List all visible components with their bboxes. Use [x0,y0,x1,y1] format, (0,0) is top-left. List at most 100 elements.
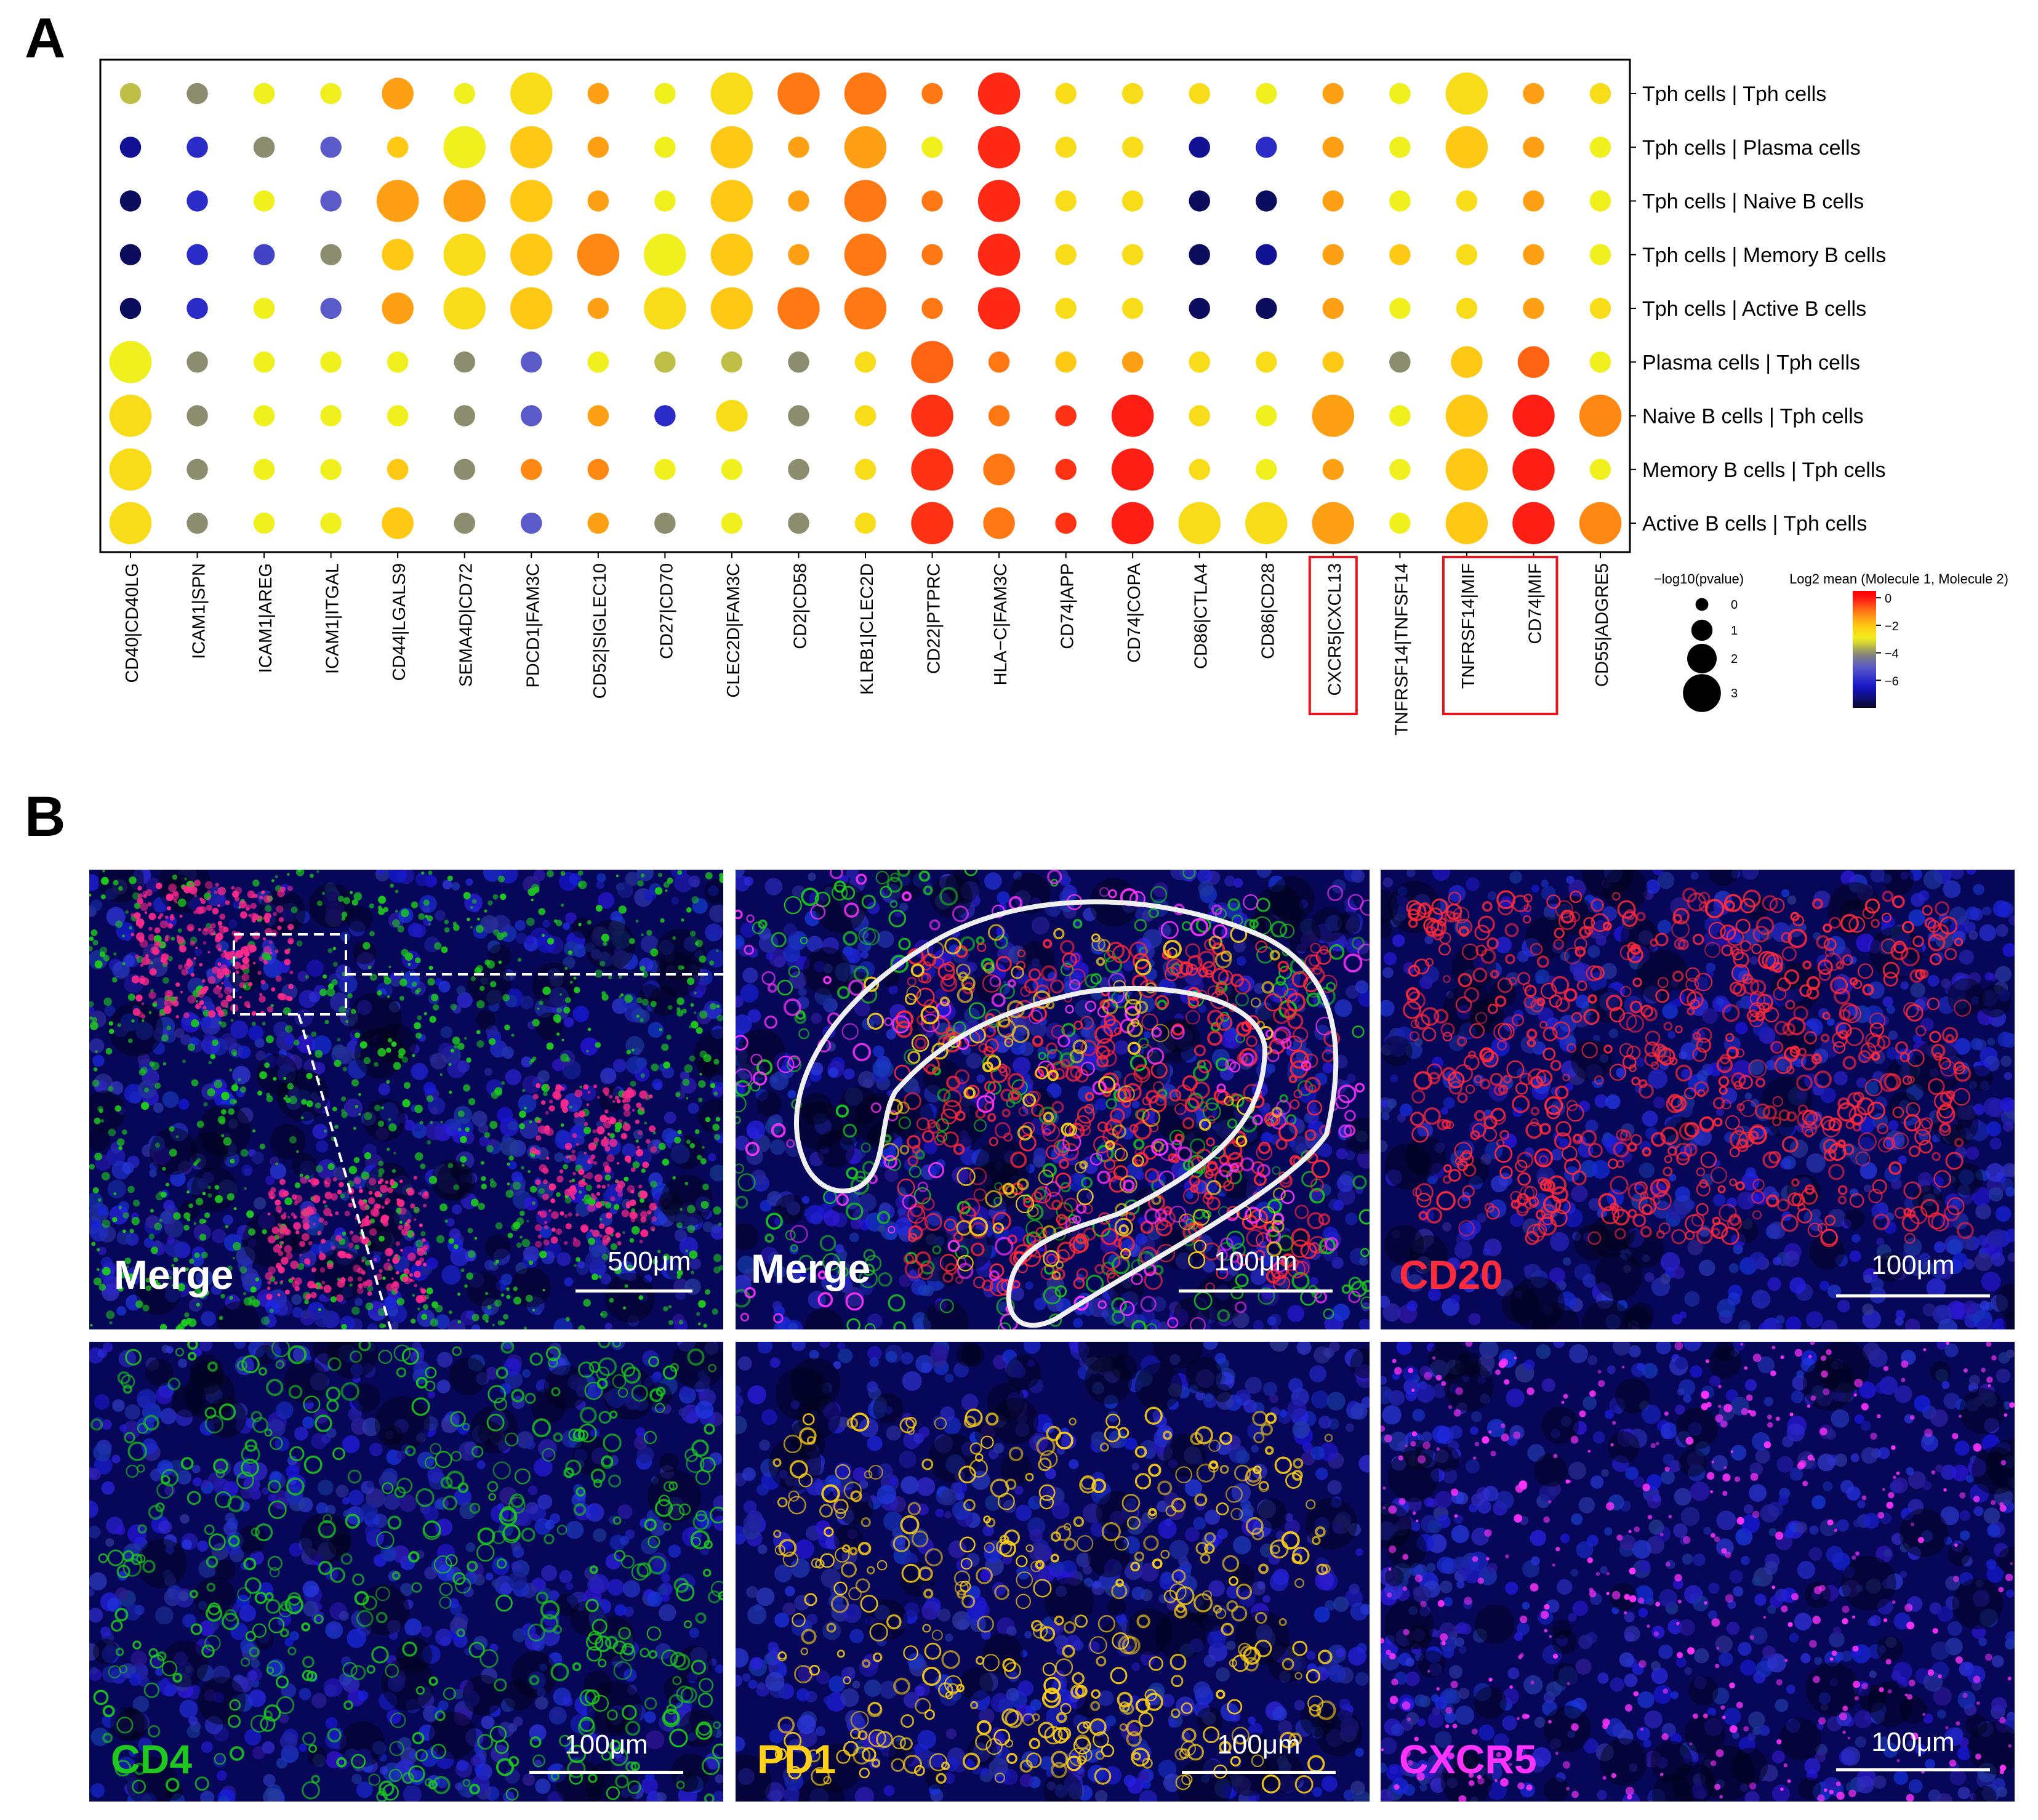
dot-mark [1256,137,1277,158]
color-legend-tick: −4 [1885,647,1899,661]
row-label: Tph cells | Memory B cells [1642,244,1886,267]
pd1-label: PD1 [757,1736,836,1782]
column-label: PDCD1|FAM3C [523,563,543,688]
dot-mark [387,351,409,373]
merge-overview-label: Merge [114,1252,234,1297]
dot-mark [654,512,676,534]
cxcr5-scale-text: 100μm [1871,1727,1955,1757]
dot-mark [1312,502,1355,545]
size-legend-dot [1691,619,1713,641]
dot-mark [587,351,609,373]
dot-mark [777,287,820,330]
dot-mark [1121,82,1144,105]
color-legend-tick: 0 [1885,592,1892,606]
micrograph-merge-zoom: Merge 100μm [736,870,1370,1329]
dot-mark [109,341,152,383]
dot-mark [1389,351,1411,373]
dot-mark [654,405,676,427]
micrograph-merge-overview: Merge 500μm [89,870,723,1329]
dot-mark [921,82,943,105]
column-label: CD86|CD28 [1258,563,1278,659]
dot-mark [1389,190,1411,212]
dot-mark [1589,82,1611,105]
color-bar [1853,591,1876,708]
dot-mark [1389,405,1411,427]
dot-mark [454,405,475,427]
dot-mark [710,287,753,330]
size-legend-label: 0 [1731,598,1738,612]
column-label: CXCR5|CXCL13 [1325,563,1345,696]
column-label: CD40|CD40LG [122,563,142,683]
dot-mark [253,297,275,319]
dot-mark [187,244,208,265]
dot-mark [521,351,542,373]
dot-mark [320,137,342,158]
dot-mark [320,244,342,265]
dot-mark [587,137,609,158]
dot-mark [1121,244,1144,265]
dot-mark [510,126,553,169]
dot-mark [911,341,953,383]
dot-mark [587,459,609,480]
cd4-label: CD4 [111,1736,193,1782]
row-label: Naive B cells | Tph cells [1642,405,1864,428]
dot-mark [777,72,820,115]
dot-mark [1512,395,1555,437]
micrograph-cd20: CD20 100μm [1381,870,2015,1329]
cxcr5-image [1381,1342,2015,1802]
dot-mark [387,405,409,427]
dot-mark [1512,448,1555,491]
column-label: CD74|APP [1058,563,1078,649]
dot-mark [988,351,1010,373]
dot-mark [1322,137,1344,158]
dot-mark [1178,502,1221,545]
column-label: CD27|CD70 [657,563,676,659]
dot-mark [320,459,342,480]
column-label: ICAM1|SPN [190,563,209,659]
size-legend-title: −log10(pvalue) [1654,571,1744,587]
dot-mark [788,190,809,212]
dot-mark [1523,82,1544,105]
size-legend-dot [1683,674,1721,712]
merge-zoom-image [736,870,1370,1329]
dot-mark [443,126,486,169]
row-label: Plasma cells | Tph cells [1642,351,1860,374]
dot-mark [587,297,609,319]
dot-mark [1055,405,1077,427]
dot-mark [253,405,275,427]
dot-mark [187,459,208,480]
dot-mark [921,244,943,265]
column-label: CD86|CTLA4 [1192,563,1211,669]
dot-mark [187,351,208,373]
dot-mark [187,405,208,427]
column-label: CD55|ADGRE5 [1592,563,1612,687]
dot-mark [977,233,1021,276]
row-label: Tph cells | Active B cells [1642,297,1866,321]
dot-mark [1111,395,1154,437]
dot-mark [788,512,809,534]
cd20-scale-bar [1836,1294,1990,1297]
row-label: Memory B cells | Tph cells [1642,459,1886,482]
dot-mark [119,297,142,319]
dot-mark [721,512,743,534]
dot-mark [382,78,414,110]
dot-mark [983,507,1015,539]
dot-mark [1322,351,1344,373]
dot-mark [510,233,553,276]
dot-mark [654,459,676,480]
dot-mark [788,244,809,265]
dot-mark [587,190,609,212]
column-labels: CD40|CD40LG ICAM1|SPN ICAM1|AREG ICAM1|ITGA… [122,552,1612,736]
dot-mark [1121,297,1144,319]
dot-mark [521,405,542,427]
dot-mark [1389,459,1411,480]
dot-mark [187,82,208,105]
pd1-scale-bar [1182,1771,1336,1774]
dot-mark [1456,244,1478,265]
dot-mark [1256,190,1277,212]
dot-mark [710,180,753,222]
column-label: ICAM1|ITGAL [323,563,343,674]
dot-mark [587,405,609,427]
dot-mark [187,512,208,534]
merge-zoom-scale-text: 100μm [1214,1246,1298,1277]
